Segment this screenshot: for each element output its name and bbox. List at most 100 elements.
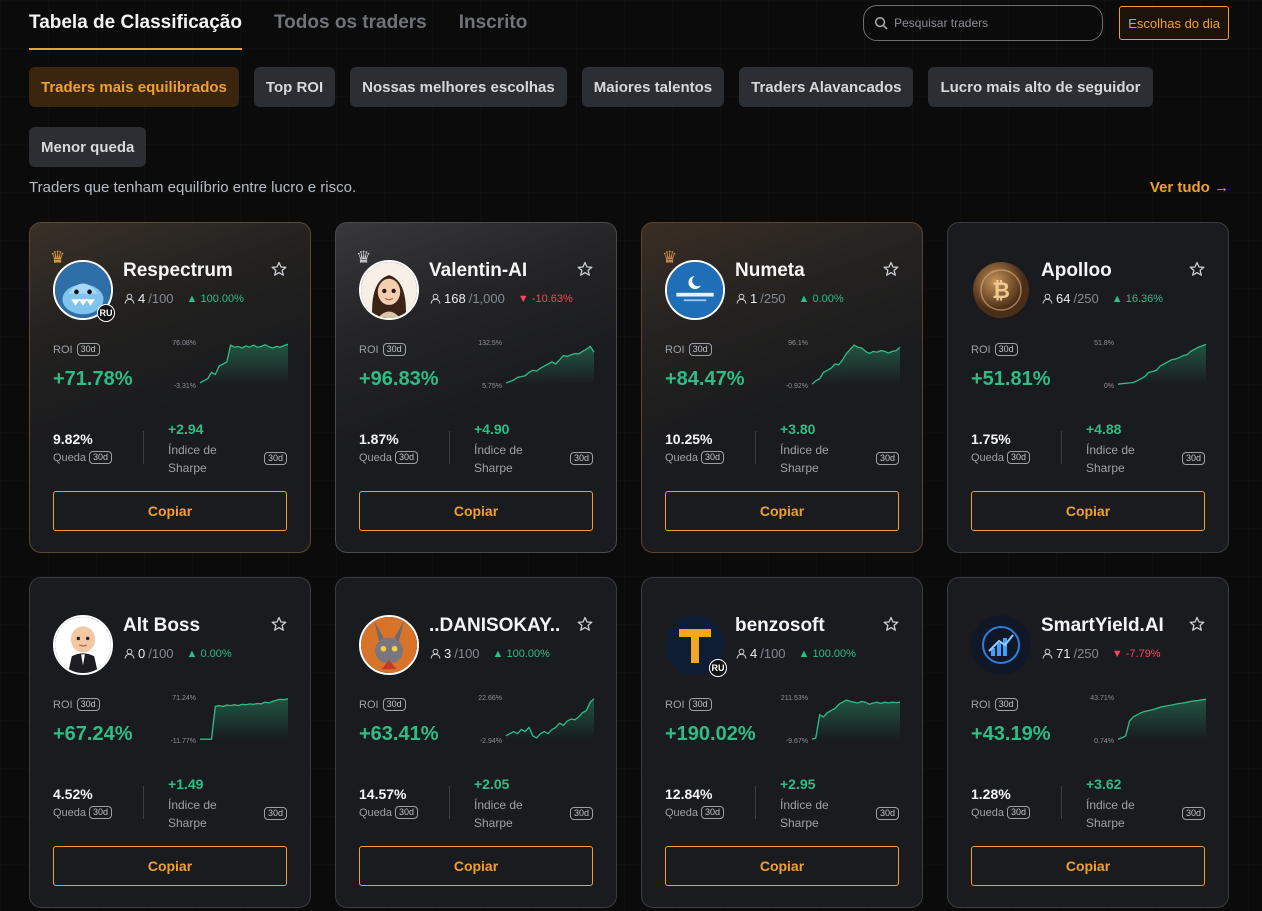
shark-avatar[interactable] bbox=[53, 260, 113, 320]
change-direction-icon: ▲ bbox=[492, 647, 504, 660]
roi-value: +71.78% bbox=[53, 368, 133, 390]
sparkline-min-label: 0% bbox=[1104, 383, 1114, 390]
sharpe-label: Índice de Sharpe bbox=[168, 798, 217, 830]
trader-card[interactable]: ₿ Apolloo 64 /250 ▲ 16.36% ROI 30d +51.8… bbox=[947, 222, 1229, 553]
stats-divider bbox=[449, 786, 450, 819]
trader-card[interactable]: ..DANISOKAY.. 3 /100 ▲ 100.00% ROI 30d +… bbox=[335, 577, 617, 908]
sparkline-min-label: 0.74% bbox=[1094, 738, 1114, 745]
copy-button[interactable]: Copiar bbox=[971, 846, 1205, 886]
copy-button[interactable]: Copiar bbox=[359, 491, 593, 531]
stats-divider bbox=[143, 786, 144, 819]
trader-card[interactable]: ♛ Valentin-AI 168 /1,000 ▼ -10.63% ROI 3… bbox=[335, 222, 617, 553]
copy-button[interactable]: Copiar bbox=[665, 491, 899, 531]
chip-top-talents[interactable]: Maiores talentos bbox=[581, 67, 725, 107]
search-icon bbox=[875, 17, 888, 30]
trader-name[interactable]: Numeta bbox=[735, 260, 805, 281]
star-icon[interactable] bbox=[1189, 616, 1205, 632]
sparkline-min-label: 5.75% bbox=[482, 383, 502, 390]
change-value: -10.63% bbox=[531, 292, 573, 305]
search-box[interactable] bbox=[863, 5, 1104, 41]
user-icon bbox=[1042, 648, 1053, 659]
copy-button[interactable]: Copiar bbox=[971, 491, 1205, 531]
trader-name[interactable]: SmartYield.AI bbox=[1041, 615, 1164, 636]
roi-sparkline: 43.71% 0.74% bbox=[1090, 695, 1207, 745]
chip-highest-follower-profit[interactable]: Lucro mais alto de seguidor bbox=[928, 67, 1153, 107]
change-direction-icon: ▲ bbox=[186, 647, 198, 660]
tab-subscribed[interactable]: Inscrito bbox=[458, 12, 528, 33]
sparkline-min-label: -11.77% bbox=[170, 738, 196, 745]
tab-leaderboard[interactable]: Tabela de Classificação bbox=[29, 0, 242, 50]
follower-count: 71 bbox=[1056, 646, 1071, 661]
sparkline-max-label: 22.66% bbox=[478, 695, 502, 702]
rabbit-avatar[interactable] bbox=[359, 615, 419, 675]
change-percent: ▼ -10.63% bbox=[518, 293, 573, 305]
trader-name[interactable]: Apolloo bbox=[1041, 260, 1112, 281]
chip-leveraged-traders[interactable]: Traders Alavancados bbox=[739, 67, 914, 107]
search-input[interactable] bbox=[894, 16, 1093, 30]
tab-all-traders[interactable]: Todos os traders bbox=[273, 12, 427, 33]
see-all-link[interactable]: Ver tudo → bbox=[1150, 179, 1229, 196]
trader-meta: 71 /250 ▼ -7.79% bbox=[1042, 646, 1161, 661]
girl-avatar[interactable] bbox=[359, 260, 419, 320]
chip-top-roi[interactable]: Top ROI bbox=[253, 67, 336, 107]
follower-count: 168 bbox=[444, 291, 466, 306]
follower-count: 4 bbox=[138, 291, 146, 306]
trader-name[interactable]: Alt Boss bbox=[123, 615, 201, 636]
trader-card[interactable]: ♛ Numeta 1 /250 ▲ 0.00% ROI 30d +84.47% … bbox=[641, 222, 923, 553]
copy-button[interactable]: Copiar bbox=[53, 846, 287, 886]
star-icon[interactable] bbox=[577, 261, 593, 277]
sparkline-area bbox=[506, 346, 594, 385]
bitcoin-avatar[interactable]: ₿ bbox=[971, 260, 1031, 320]
trader-stats: 4.52% Queda 30d +1.49 Índice de Sharpe 3… bbox=[53, 773, 289, 833]
star-icon[interactable] bbox=[883, 261, 899, 277]
daily-picks-button[interactable]: Escolhas do dia bbox=[1119, 6, 1229, 40]
change-percent: ▲ 0.00% bbox=[799, 293, 844, 305]
chip-balanced-traders[interactable]: Traders mais equilibrados bbox=[29, 67, 239, 107]
stats-divider bbox=[755, 431, 756, 464]
roi-sparkline: 211.53% -9.67% bbox=[781, 695, 901, 745]
roi-value: +63.41% bbox=[359, 723, 439, 745]
chip-best-picks[interactable]: Nossas melhores escolhas bbox=[350, 67, 567, 107]
drawdown-label: Queda 30d bbox=[359, 451, 419, 464]
star-icon[interactable] bbox=[271, 616, 287, 632]
star-icon[interactable] bbox=[271, 261, 287, 277]
roi-sparkline: 76.08% -3.31% bbox=[172, 340, 289, 390]
star-icon[interactable] bbox=[883, 616, 899, 632]
copy-button[interactable]: Copiar bbox=[359, 846, 593, 886]
roi-label-text: ROI bbox=[53, 698, 73, 711]
sparkline-max-label: 43.71% bbox=[1090, 695, 1114, 702]
follower-capacity: /100 bbox=[148, 646, 174, 661]
period-tag: 30d bbox=[875, 807, 899, 820]
drawdown-value: 4.52% bbox=[53, 786, 93, 802]
sparkline-area bbox=[200, 344, 288, 385]
crown-icon: ♛ bbox=[662, 248, 678, 267]
drawdown-label: Queda 30d bbox=[971, 806, 1031, 819]
period-tag: 30d bbox=[382, 698, 406, 711]
see-all-label: Ver tudo bbox=[1149, 178, 1210, 196]
arrow-right-icon: → bbox=[1214, 178, 1229, 196]
roi-value: +51.81% bbox=[971, 368, 1051, 390]
chip-lowest-drawdown[interactable]: Menor queda bbox=[29, 127, 147, 167]
trader-name[interactable]: benzosoft bbox=[735, 615, 825, 636]
smartyield-logo[interactable] bbox=[971, 615, 1031, 675]
drawdown-label: Queda 30d bbox=[971, 451, 1031, 464]
drawdown-value: 12.84% bbox=[665, 786, 713, 802]
trader-card[interactable]: ♛ RU Respectrum 4 /100 ▲ 100.00% ROI 30d… bbox=[29, 222, 311, 553]
numeta-logo[interactable] bbox=[665, 260, 725, 320]
trader-name[interactable]: Respectrum bbox=[123, 260, 233, 281]
crown-icon: ♛ bbox=[50, 248, 66, 267]
copy-button[interactable]: Copiar bbox=[53, 491, 287, 531]
copy-button[interactable]: Copiar bbox=[665, 846, 899, 886]
trader-card[interactable]: SmartYield.AI 71 /250 ▼ -7.79% ROI 30d +… bbox=[947, 577, 1229, 908]
avatar-wrapper: RU bbox=[665, 615, 727, 677]
trader-card[interactable]: Alt Boss 0 /100 ▲ 0.00% ROI 30d +67.24% … bbox=[29, 577, 311, 908]
trader-name[interactable]: Valentin-AI bbox=[429, 260, 528, 281]
trader-card[interactable]: RU benzosoft 4 /100 ▲ 100.00% ROI 30d +1… bbox=[641, 577, 923, 908]
drawdown-label: Queda 30d bbox=[359, 806, 419, 819]
trader-name[interactable]: ..DANISOKAY.. bbox=[429, 615, 561, 636]
star-icon[interactable] bbox=[1189, 261, 1205, 277]
star-icon[interactable] bbox=[577, 616, 593, 632]
roi-label-text: ROI bbox=[971, 343, 991, 356]
sharpe-value: +3.80 bbox=[780, 421, 816, 437]
boss-baby-avatar[interactable] bbox=[53, 615, 113, 675]
